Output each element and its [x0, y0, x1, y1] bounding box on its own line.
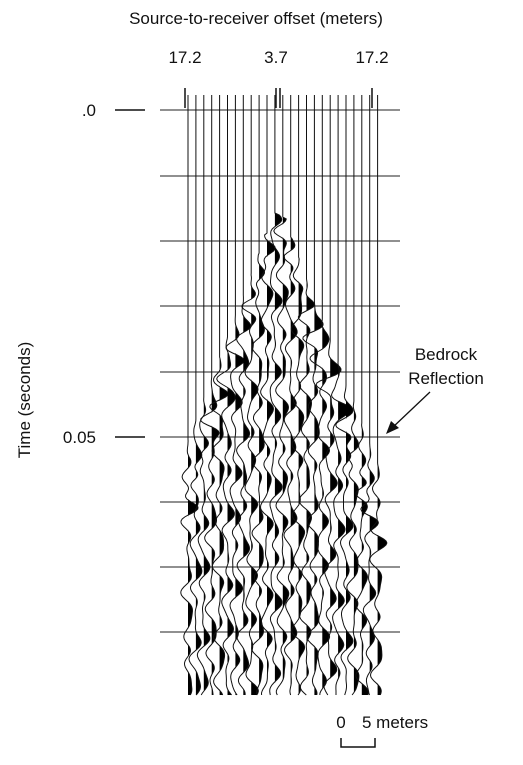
trace-fill — [290, 95, 298, 695]
trace-fill — [282, 95, 289, 695]
trace — [315, 95, 342, 696]
trace — [241, 95, 259, 696]
y-tick-label: 0.05 — [63, 428, 96, 447]
trace — [283, 95, 298, 696]
trace-fill — [203, 95, 210, 695]
y-axis-title: Time (seconds) — [15, 342, 34, 459]
trace-fill — [195, 95, 202, 695]
arrow — [391, 391, 431, 429]
trace-fill — [211, 95, 220, 695]
trace — [188, 95, 203, 696]
trace — [290, 95, 306, 696]
y-tick-label: .0 — [82, 101, 96, 120]
trace — [309, 95, 331, 696]
trace — [259, 95, 276, 696]
scale-bar — [340, 738, 376, 748]
scale-end: 5 meters — [362, 713, 428, 732]
trace — [180, 95, 199, 696]
trace-fill — [377, 95, 387, 695]
trace-fill — [322, 95, 330, 695]
offset-label: 3.7 — [264, 48, 288, 67]
trace — [196, 95, 211, 696]
trace — [360, 95, 379, 696]
annotation: Reflection — [408, 369, 484, 388]
trace-fill — [251, 95, 259, 695]
arrow-head — [386, 421, 399, 434]
trace-fill — [219, 95, 228, 695]
trace — [269, 95, 283, 696]
trace — [251, 95, 266, 696]
trace-fill — [243, 95, 251, 695]
trace — [330, 95, 352, 695]
trace — [200, 95, 220, 696]
trace — [225, 95, 245, 696]
trace-fill — [361, 95, 369, 695]
annotation: Bedrock — [415, 345, 478, 364]
trace — [302, 95, 324, 696]
trace — [346, 95, 360, 696]
offset-label: 17.2 — [168, 48, 201, 67]
trace — [273, 95, 290, 696]
trace-fill — [346, 95, 354, 695]
trace-fill — [227, 95, 236, 695]
title: Source-to-receiver offset (meters) — [129, 9, 383, 28]
traces — [160, 88, 400, 696]
trace — [335, 95, 354, 696]
trace — [297, 95, 316, 696]
trace — [369, 95, 388, 696]
scale-start: 0 — [336, 713, 345, 732]
trace — [355, 95, 369, 696]
trace — [236, 95, 252, 696]
trace — [216, 95, 236, 696]
trace-fill — [314, 95, 324, 695]
offset-label: 17.2 — [355, 48, 388, 67]
trace-fill — [369, 95, 379, 695]
